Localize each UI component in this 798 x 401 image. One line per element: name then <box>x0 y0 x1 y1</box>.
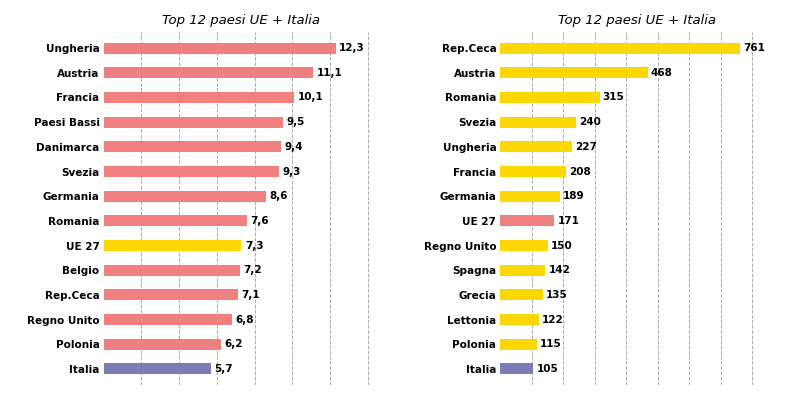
Bar <box>500 117 576 128</box>
Bar <box>104 166 279 177</box>
Text: 468: 468 <box>651 68 673 78</box>
Bar <box>500 141 572 152</box>
Title: Top 12 paesi UE + Italia: Top 12 paesi UE + Italia <box>161 14 319 27</box>
Bar <box>500 265 545 276</box>
Text: 240: 240 <box>579 117 601 127</box>
Bar <box>500 92 599 103</box>
Text: 142: 142 <box>548 265 571 275</box>
Text: 761: 761 <box>743 43 765 53</box>
Bar <box>104 339 221 350</box>
Text: 7,1: 7,1 <box>241 290 259 300</box>
Bar <box>500 190 560 202</box>
Text: 122: 122 <box>542 314 564 324</box>
Text: 9,4: 9,4 <box>284 142 303 152</box>
Bar <box>104 240 242 251</box>
Text: 12,3: 12,3 <box>339 43 365 53</box>
Text: 135: 135 <box>546 290 568 300</box>
Text: 9,5: 9,5 <box>286 117 305 127</box>
Text: 150: 150 <box>551 241 573 251</box>
Bar <box>104 290 238 300</box>
Text: 7,3: 7,3 <box>245 241 263 251</box>
Bar <box>104 190 266 202</box>
Text: 115: 115 <box>540 339 562 349</box>
Text: 10,1: 10,1 <box>298 93 323 103</box>
Bar <box>104 314 232 325</box>
Bar <box>500 43 740 54</box>
Text: 8,6: 8,6 <box>269 191 288 201</box>
Text: 105: 105 <box>537 364 559 374</box>
Text: 7,2: 7,2 <box>243 265 262 275</box>
Text: 189: 189 <box>563 191 585 201</box>
Text: 6,8: 6,8 <box>235 314 254 324</box>
Text: 6,2: 6,2 <box>224 339 243 349</box>
Bar <box>104 92 294 103</box>
Text: 11,1: 11,1 <box>317 68 342 78</box>
Bar <box>500 339 536 350</box>
Bar <box>104 363 211 375</box>
Bar <box>104 141 281 152</box>
Text: 208: 208 <box>569 166 591 176</box>
Text: 171: 171 <box>558 216 579 226</box>
Text: 7,6: 7,6 <box>251 216 269 226</box>
Text: 227: 227 <box>575 142 597 152</box>
Bar <box>500 290 543 300</box>
Bar <box>104 265 239 276</box>
Bar <box>500 166 566 177</box>
Bar <box>500 67 648 78</box>
Text: 5,7: 5,7 <box>215 364 233 374</box>
Bar <box>500 240 547 251</box>
Bar <box>104 67 313 78</box>
Title: Top 12 paesi UE + Italia: Top 12 paesi UE + Italia <box>559 14 717 27</box>
Bar <box>500 363 534 375</box>
Bar <box>500 215 555 227</box>
Bar <box>104 43 336 54</box>
Bar <box>104 215 247 227</box>
Bar <box>500 314 539 325</box>
Text: 315: 315 <box>602 93 625 103</box>
Bar <box>104 117 283 128</box>
Text: 9,3: 9,3 <box>282 166 301 176</box>
